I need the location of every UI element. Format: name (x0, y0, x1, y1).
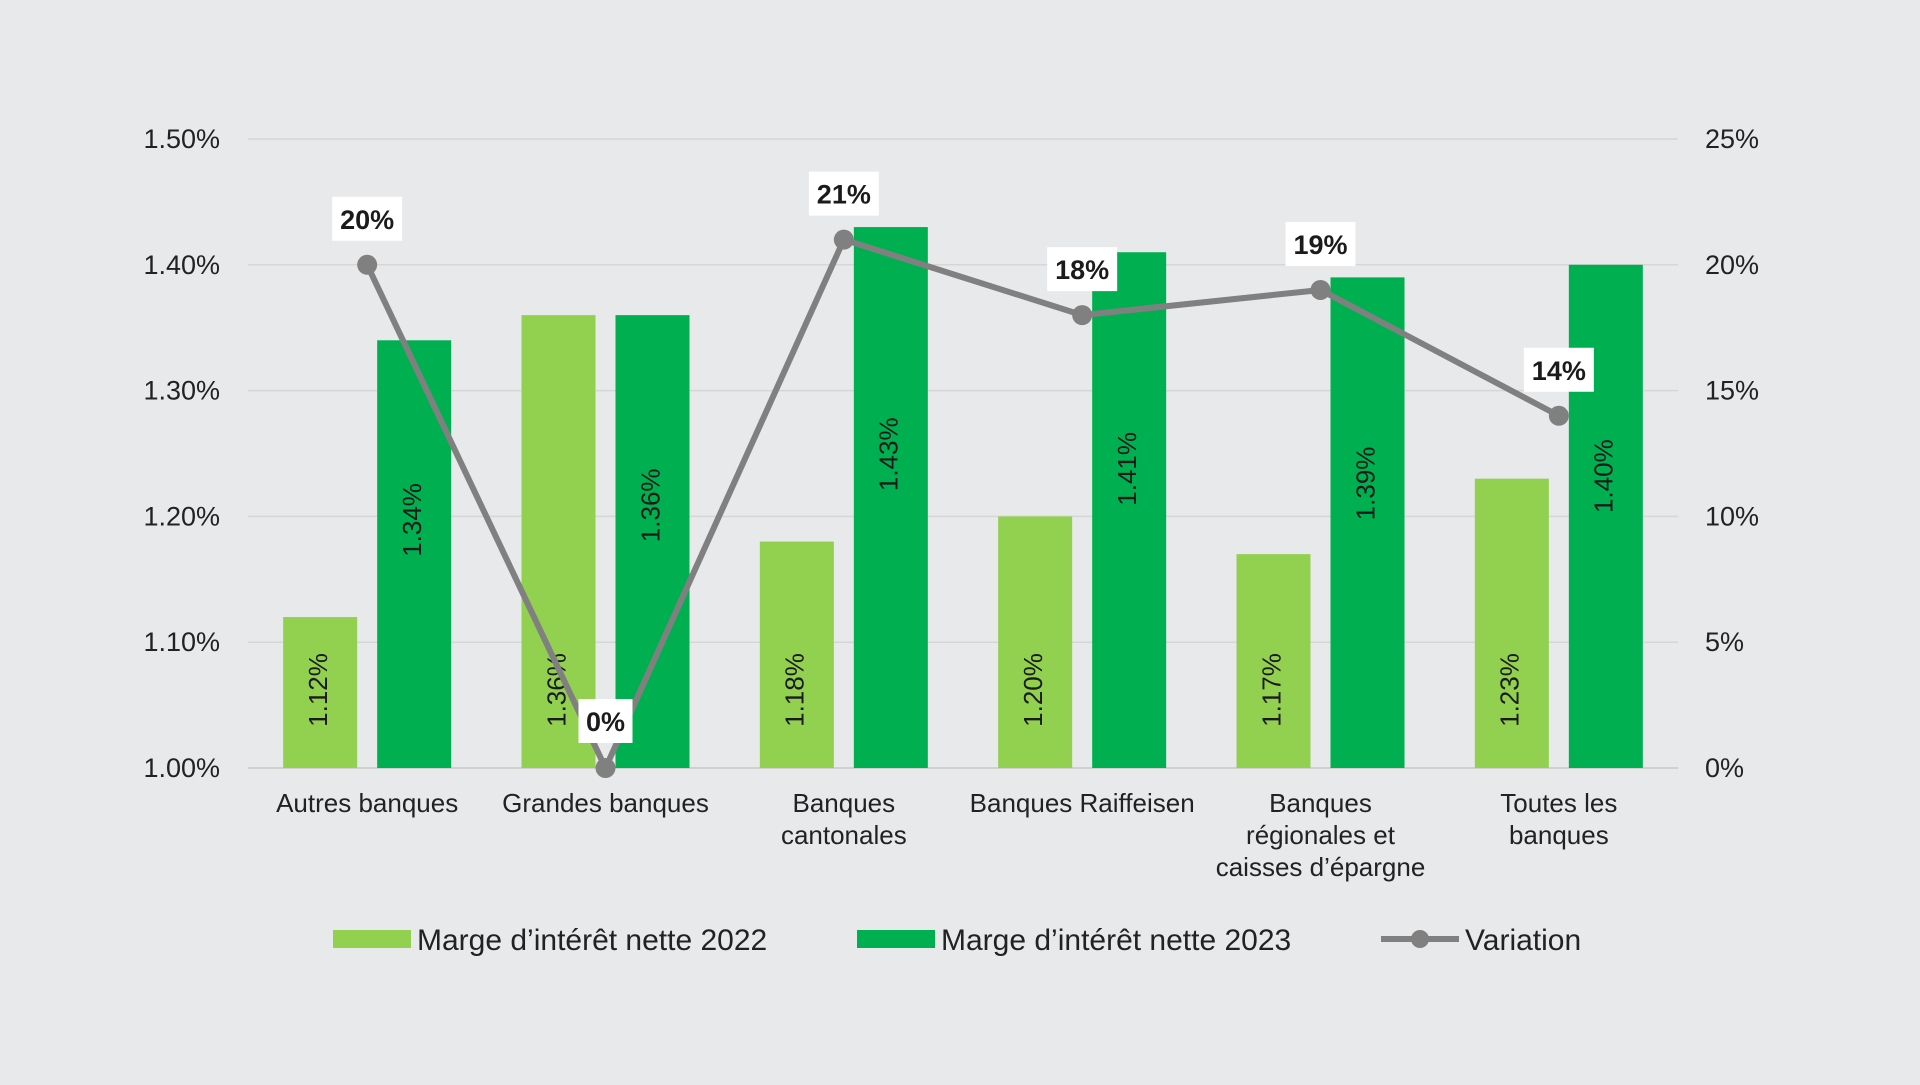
bar-data-label: 1.41% (1112, 432, 1142, 506)
x-axis-category-label: banques (1509, 820, 1609, 850)
x-axis-category-label: Toutes les (1500, 788, 1617, 818)
bars: 1.12%1.34%1.36%1.36%1.18%1.43%1.20%1.41%… (283, 227, 1643, 769)
bar-data-label: 1.23% (1495, 653, 1525, 727)
variation-label-box (1047, 247, 1118, 292)
variation-label-box (1523, 347, 1594, 392)
legend-swatch (857, 930, 935, 948)
variation-point (833, 229, 854, 250)
x-axis-category-label: caisses d’épargne (1216, 852, 1426, 882)
y-left-tick-label: 1.20% (143, 501, 220, 531)
bar-data-label: 1.39% (1350, 447, 1380, 521)
y-left-tick-label: 1.50% (143, 124, 220, 154)
y-right-tick-label: 10% (1705, 501, 1759, 531)
y-left-tick-label: 1.30% (143, 376, 220, 406)
variation-data-label: 0% (586, 707, 625, 737)
variation-point (1072, 305, 1093, 326)
gridlines: 1.00% 0% 1.10% 5% 1.20% 10% 1.30% 15% 1.40% 20% 1.… (143, 124, 1759, 783)
bar-data-label: 1.40% (1589, 439, 1619, 513)
legend-swatch (333, 930, 411, 948)
variation-line-group: 20% 0% 21% 18% 19% 14% (332, 171, 1594, 778)
y-right-tick-label: 20% (1705, 250, 1759, 280)
bar-2022 (283, 617, 358, 768)
x-axis-category-label: Banques Raiffeisen (970, 788, 1195, 818)
bar-2023 (1092, 252, 1167, 769)
variation-data-label: 14% (1532, 356, 1586, 386)
y-left-tick-label: 1.00% (143, 753, 220, 783)
y-left-tick-label: 1.10% (143, 627, 220, 657)
y-right-tick-label: 15% (1705, 376, 1759, 406)
legend-marker (1411, 930, 1429, 948)
bar-2022 (1474, 478, 1549, 768)
variation-point (357, 254, 378, 275)
bar-data-label: 1.43% (874, 417, 904, 491)
variation-point (595, 758, 616, 778)
legend-label: Marge d’intérêt nette 2023 (941, 924, 1291, 957)
variation-point (1548, 405, 1569, 426)
variation-data-label: 18% (1055, 255, 1109, 285)
variation-data-label: 19% (1293, 230, 1347, 260)
x-axis-category-label: Grandes banques (502, 788, 709, 818)
bar-data-label: 1.18% (780, 653, 810, 727)
legend-label: Marge d’intérêt nette 2022 (417, 924, 767, 957)
bar-2022 (1236, 554, 1311, 768)
variation-label-box (808, 171, 879, 216)
x-axis-category-label: régionales et (1246, 820, 1396, 850)
bar-2022 (759, 541, 834, 768)
bar-data-label: 1.20% (1018, 653, 1048, 727)
variation-data-label: 20% (340, 205, 394, 235)
x-axis-category-label: Banques (1269, 788, 1372, 818)
bar-2023 (615, 315, 690, 768)
bar-2023 (1330, 277, 1405, 768)
variation-label-box (332, 196, 403, 241)
variation-label-box (1285, 221, 1356, 266)
bar-2023 (853, 227, 928, 768)
bar-data-label: 1.36% (635, 468, 665, 542)
bar-data-label: 1.17% (1256, 653, 1286, 727)
y-right-tick-label: 25% (1705, 124, 1759, 154)
y-left-tick-label: 1.40% (143, 250, 220, 280)
bar-data-label: 1.12% (303, 653, 333, 727)
variation-data-label: 21% (817, 180, 871, 210)
x-axis-category-label: cantonales (781, 820, 907, 850)
x-axis-labels: Autres banques Grandes banques Banquescant… (276, 788, 1617, 882)
variation-line (364, 236, 1561, 771)
y-right-tick-label: 5% (1705, 627, 1744, 657)
legend: Marge d’intérêt nette 2022 Marge d’intérê… (333, 924, 1581, 957)
bar-2023 (1568, 264, 1643, 768)
variation-point (1310, 279, 1331, 300)
bar-2022 (521, 315, 596, 768)
bar-2022 (998, 516, 1073, 768)
legend-label: Variation (1465, 924, 1581, 957)
y-right-tick-label: 0% (1705, 753, 1744, 783)
x-axis-category-label: Banques (793, 788, 896, 818)
x-axis-category-label: Autres banques (276, 788, 458, 818)
variation-label-box (578, 699, 633, 743)
bar-data-label: 1.34% (397, 483, 427, 557)
